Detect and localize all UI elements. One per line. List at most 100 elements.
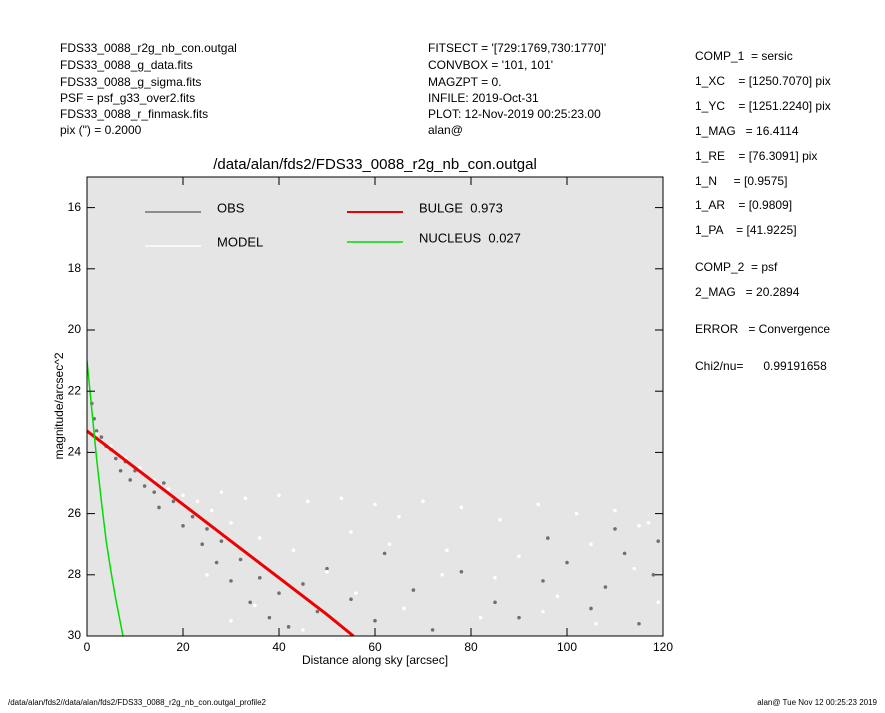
data-point xyxy=(253,603,257,608)
data-point xyxy=(498,517,502,522)
data-point xyxy=(205,527,209,531)
header-left-line: pix (") = 0.2000 xyxy=(60,123,142,137)
x-tick-label: 20 xyxy=(176,640,190,654)
fit-parameter: 1_RE = [76.3091] pix xyxy=(695,149,817,163)
y-tick-label: 28 xyxy=(68,567,82,581)
header-left-line: PSF = psf_g33_over2.fits xyxy=(60,91,195,105)
header-left-line: FDS33_0088_r_finmask.fits xyxy=(60,107,208,121)
data-point xyxy=(157,505,161,510)
data-point xyxy=(541,579,545,583)
y-tick-label: 18 xyxy=(68,261,82,275)
data-point xyxy=(382,551,387,556)
y-tick-label: 24 xyxy=(68,445,82,459)
data-point xyxy=(339,496,344,501)
data-point xyxy=(546,536,550,540)
data-point xyxy=(478,615,483,620)
data-point xyxy=(166,487,171,491)
data-point xyxy=(94,432,99,436)
data-point xyxy=(142,484,147,488)
data-point xyxy=(656,539,660,543)
data-point xyxy=(651,573,656,577)
data-point xyxy=(190,514,195,519)
data-point xyxy=(181,524,185,528)
data-point xyxy=(603,585,608,589)
fit-parameter: 1_YC = [1251.2240] pix xyxy=(695,99,831,113)
data-point xyxy=(258,536,262,540)
header-left-line: FDS33_0088_r2g_nb_con.outgal xyxy=(60,41,237,55)
data-point xyxy=(248,600,252,605)
data-point xyxy=(430,628,435,632)
plot-area xyxy=(87,177,663,636)
data-point xyxy=(459,569,464,574)
x-tick-label: 80 xyxy=(464,640,478,654)
data-point xyxy=(397,514,401,519)
profile-line xyxy=(87,360,124,636)
data-point xyxy=(195,499,200,504)
data-point xyxy=(613,508,617,513)
data-point xyxy=(632,566,636,571)
plot-content xyxy=(87,360,660,636)
data-point xyxy=(574,511,579,516)
x-tick-label: 100 xyxy=(557,640,577,654)
data-point xyxy=(205,573,209,577)
data-point xyxy=(243,496,248,501)
data-point xyxy=(493,576,497,580)
data-point xyxy=(440,573,445,577)
footer-left: /data/alan/fds2//data/alan/fds2/FDS33_00… xyxy=(8,698,267,707)
header-middle-line: PLOT: 12-Nov-2019 00:25:23.00 xyxy=(428,107,601,121)
header-left-line: FDS33_0088_g_data.fits xyxy=(60,58,193,72)
data-point xyxy=(210,508,214,513)
legend-label: MODEL xyxy=(217,234,263,249)
data-point xyxy=(152,490,156,494)
data-point xyxy=(181,493,185,498)
data-point xyxy=(114,456,118,461)
header-middle-line: INFILE: 2019-Oct-31 xyxy=(428,91,539,105)
legend-label: OBS xyxy=(217,200,245,215)
x-tick-label: 120 xyxy=(653,640,673,654)
data-point xyxy=(589,606,593,611)
data-point xyxy=(306,499,310,504)
fit-parameter: 1_PA = [41.9225] xyxy=(695,223,797,237)
data-point xyxy=(613,527,617,531)
footer-right: alan@ Tue Nov 12 00:25:23 2019 xyxy=(757,698,877,707)
data-point xyxy=(99,435,104,439)
data-point xyxy=(373,618,377,623)
data-point xyxy=(354,591,358,595)
y-tick-label: 20 xyxy=(68,322,82,336)
x-tick-label: 60 xyxy=(368,640,382,654)
data-point xyxy=(301,628,305,632)
header-middle-line: CONVBOX = '101, 101' xyxy=(428,58,553,72)
header-middle-line: MAGZPT = 0. xyxy=(428,75,501,89)
data-point xyxy=(411,588,416,592)
data-point xyxy=(594,621,598,626)
data-point xyxy=(162,481,166,485)
fit-parameter: 1_XC = [1250.7070] pix xyxy=(695,74,831,88)
y-axis-label: magnitude/arcsec^2 xyxy=(52,352,66,459)
x-tick-label: 0 xyxy=(84,640,91,654)
data-point xyxy=(555,594,560,599)
fit-parameter: 1_MAG = 16.4114 xyxy=(695,124,799,138)
header-left-line: FDS33_0088_g_sigma.fits xyxy=(60,75,201,89)
data-point xyxy=(229,579,233,583)
data-point xyxy=(94,429,99,433)
data-point xyxy=(493,600,497,605)
data-point xyxy=(541,609,545,614)
legend-label: BULGE 0.973 xyxy=(419,200,503,215)
data-point xyxy=(402,606,406,611)
data-point xyxy=(219,490,224,494)
data-point xyxy=(229,520,233,525)
fit-parameter: COMP_2 = psf xyxy=(695,260,778,274)
data-point xyxy=(637,621,641,626)
data-point xyxy=(128,478,132,482)
data-point xyxy=(656,600,660,605)
data-point xyxy=(214,560,219,565)
data-point xyxy=(387,542,392,546)
header-middle-line: alan@ xyxy=(428,123,463,137)
fit-parameter: ERROR = Convergence xyxy=(695,322,830,336)
fit-parameter: COMP_1 = sersic xyxy=(695,49,793,63)
data-point xyxy=(229,618,233,623)
data-point xyxy=(286,625,291,629)
data-point xyxy=(373,502,377,507)
data-point xyxy=(349,530,353,534)
